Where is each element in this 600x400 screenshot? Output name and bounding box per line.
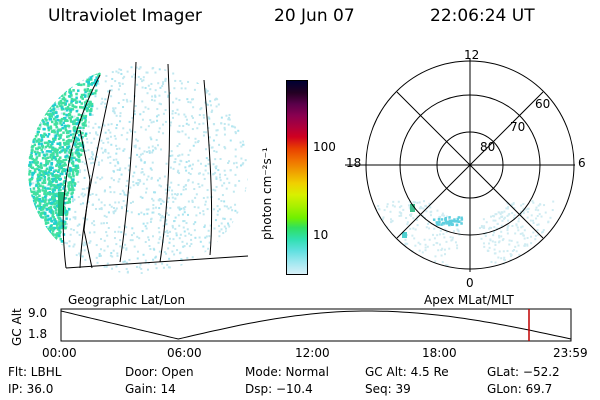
left-panel-caption: Geographic Lat/Lon <box>68 293 186 307</box>
time-tick-1800: 18:00 <box>422 346 457 360</box>
colorbar-tick-100: 100 <box>313 140 336 154</box>
colorbar-tick-10: 10 <box>313 228 329 242</box>
time-tick-2359: 23:59 <box>553 346 588 360</box>
time-label: 22:06:24 UT <box>430 6 535 26</box>
time-tick-0600: 06:00 <box>167 346 202 360</box>
mlt-label-12: 12 <box>464 48 480 62</box>
instrument-title: Ultraviolet Imager <box>48 6 202 26</box>
mlt-label-18: 18 <box>346 156 362 170</box>
door-info: Door: Open <box>125 365 194 379</box>
glat-info: GLat: −52.2 <box>487 365 560 379</box>
meridian-line <box>79 89 111 269</box>
mlat-label-70: 70 <box>510 120 526 134</box>
mode-info: Mode: Normal <box>245 365 329 379</box>
mlat-label-80: 80 <box>480 140 496 154</box>
mlt-label-0: 0 <box>466 276 474 290</box>
seq-info: Seq: 39 <box>365 382 411 396</box>
meridian-line <box>119 61 137 263</box>
ip-info: IP: 36.0 <box>8 382 54 396</box>
polar-grid <box>345 58 575 272</box>
gc-alt-info: GC Alt: 4.5 Re <box>365 365 449 379</box>
meridian-line <box>62 74 101 269</box>
glon-info: GLon: 69.7 <box>487 382 553 396</box>
meridian-line <box>159 63 171 263</box>
lat-lon-grid <box>62 61 249 269</box>
time-tick-0000: 00:00 <box>42 346 77 360</box>
mlat-label-60: 60 <box>535 97 551 111</box>
filter-info: Flt: LBHL <box>8 365 62 379</box>
altitude-tick-low: 1.8 <box>28 327 48 341</box>
color-scale-bar <box>286 80 308 275</box>
latitude-line <box>65 255 249 269</box>
coastline <box>79 129 93 269</box>
altitude-tick-high: 9.0 <box>28 306 48 320</box>
meridian-line <box>203 79 213 256</box>
time-tick-1200: 12:00 <box>295 346 330 360</box>
polar-emission-pixels <box>377 200 555 267</box>
gain-info: Gain: 14 <box>125 382 176 396</box>
right-panel-caption: Apex MLat/MLT <box>424 293 514 307</box>
mlt-label-6: 6 <box>578 156 586 170</box>
date-label: 20 Jun 07 <box>274 6 355 26</box>
dsp-info: Dsp: −10.4 <box>245 382 313 396</box>
